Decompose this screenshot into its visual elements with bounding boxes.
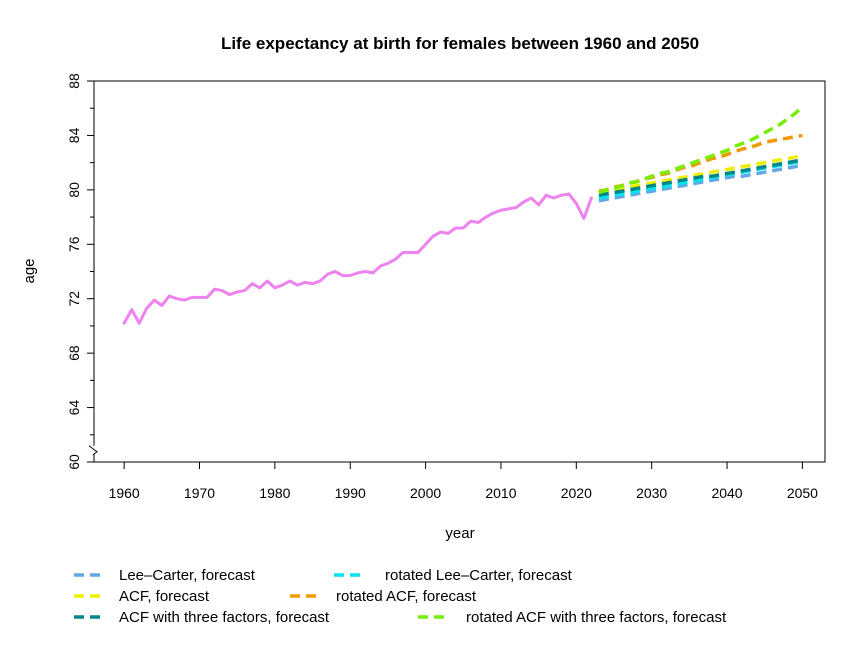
forecast-series-line-1	[598, 163, 803, 203]
x-tick-label: 1970	[184, 485, 215, 501]
legend: Lee–Carter, forecast rotated Lee–Carter, …	[74, 567, 727, 626]
y-tick-label: 80	[66, 182, 82, 198]
legend-label-1: Lee–Carter, forecast	[119, 567, 256, 584]
y-tick-label: 88	[66, 73, 82, 89]
legend-label-6: rotated ACF with three factors, forecast	[466, 609, 727, 626]
legend-label-2: rotated Lee–Carter, forecast	[385, 567, 573, 584]
y-tick-label: 68	[66, 345, 82, 361]
x-tick-label: 2010	[485, 485, 516, 501]
x-tick-label: 1960	[109, 485, 140, 501]
forecast-series-line-5	[598, 158, 803, 198]
axis-break-icon	[88, 445, 98, 456]
x-axis-label: year	[445, 525, 474, 542]
forecast-series-line-3	[598, 154, 803, 195]
x-tick-label: 2000	[410, 485, 441, 501]
y-axis-label: age	[21, 258, 38, 283]
y-tick-label: 84	[66, 127, 82, 143]
x-tick-label: 1990	[335, 485, 366, 501]
y-tick-label: 64	[66, 400, 82, 416]
observed-series-line	[122, 192, 593, 325]
y-tick-label: 72	[66, 291, 82, 307]
chart-title: Life expectancy at birth for females bet…	[221, 34, 699, 53]
y-tick-label: 60	[66, 454, 82, 470]
legend-label-3: ACF, forecast	[119, 588, 210, 605]
y-tick-label: 76	[66, 236, 82, 252]
forecast-series-line-2	[598, 159, 803, 200]
x-tick-label: 2030	[636, 485, 667, 501]
x-axis: 1960 1970 1980 1990 2000 2010 2020 2030 2040 2050	[109, 462, 818, 501]
legend-label-5: ACF with three factors, forecast	[119, 609, 330, 626]
plot-frame	[93, 80, 826, 463]
x-tick-label: 2020	[561, 485, 592, 501]
forecast-series-line-6	[598, 105, 804, 195]
x-tick-label: 2050	[787, 485, 818, 501]
x-tick-label: 2040	[711, 485, 742, 501]
y-axis: 60 64 68 72 76 80 84 88	[66, 73, 98, 470]
legend-label-4: rotated ACF, forecast	[336, 588, 477, 605]
x-tick-label: 1980	[259, 485, 290, 501]
series-layer	[122, 105, 804, 325]
